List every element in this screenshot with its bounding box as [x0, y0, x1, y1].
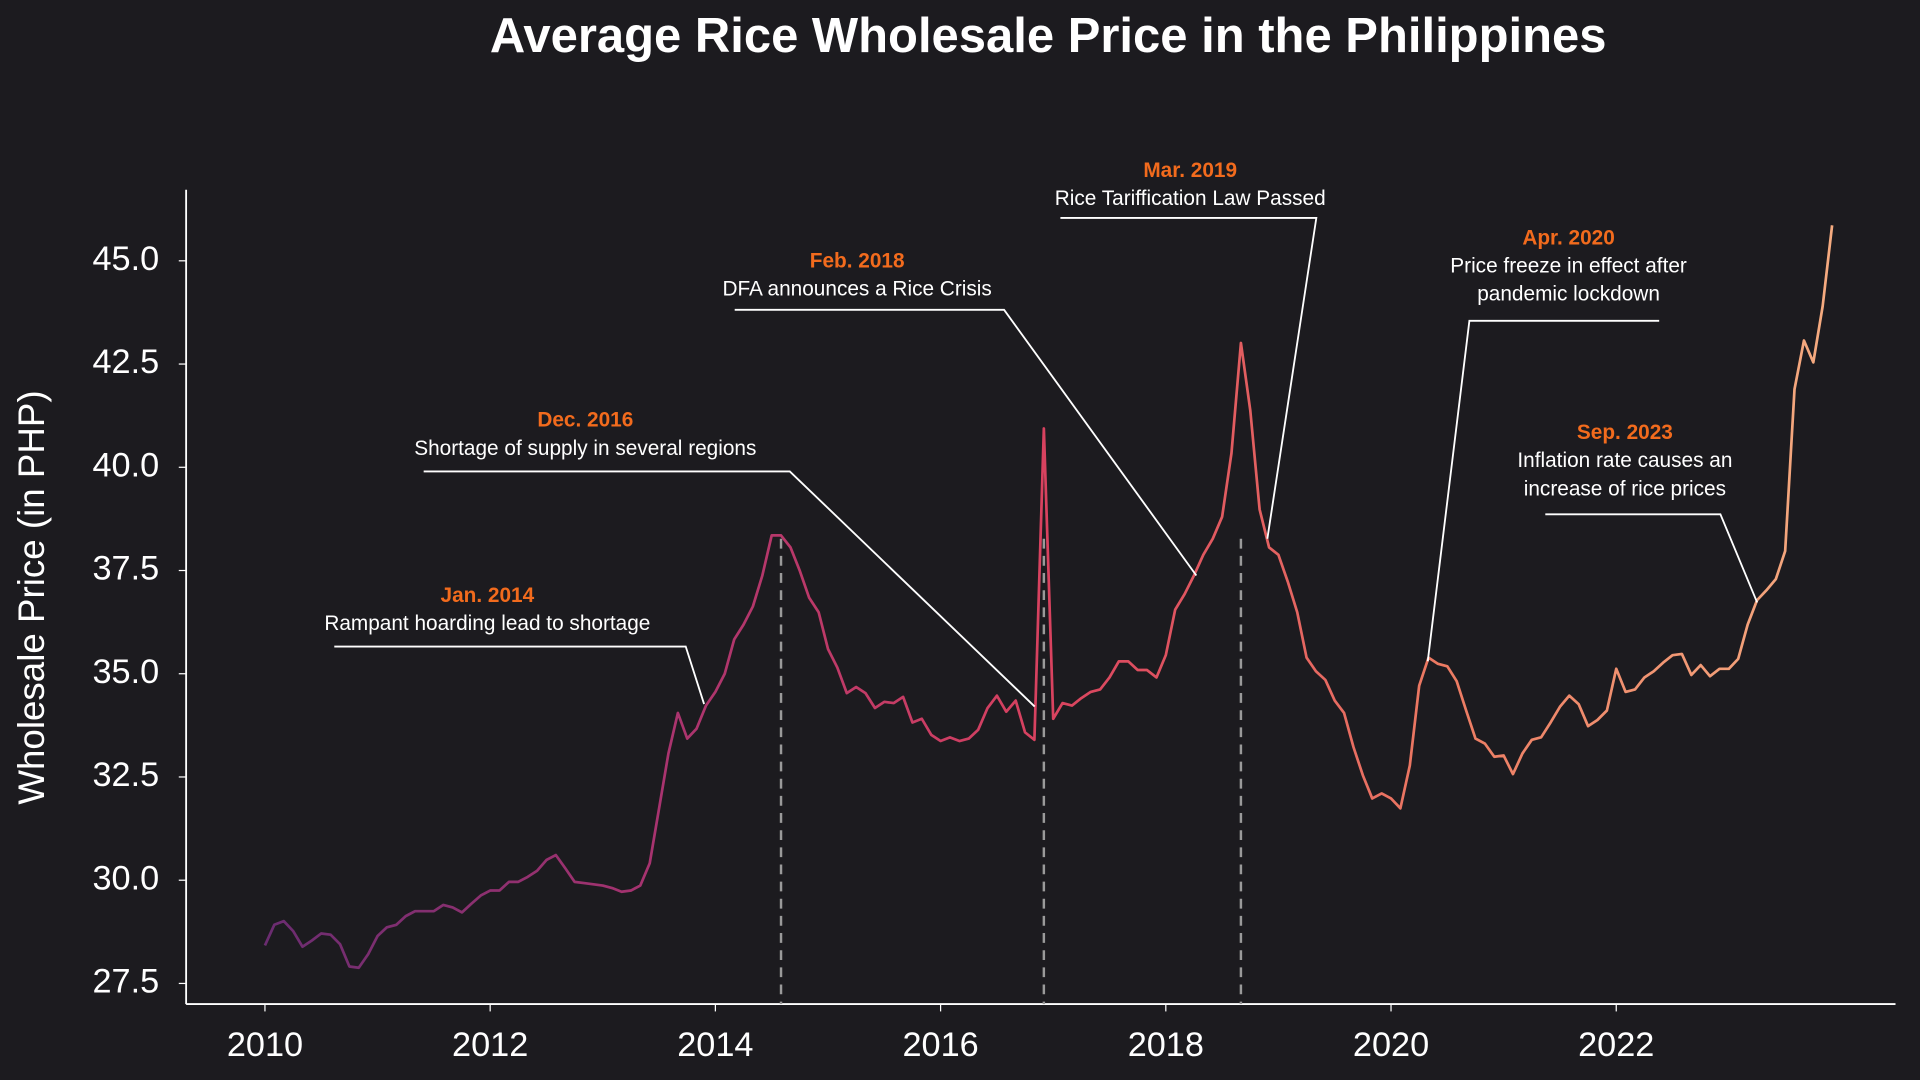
annotation-date: Sep. 2023	[1577, 421, 1673, 444]
annotation-text: DFA announces a Rice Crisis	[722, 278, 991, 301]
y-tick-label: 30.0	[92, 859, 159, 897]
annotation-date: Apr. 2020	[1522, 226, 1614, 249]
annotation-text: Rampant hoarding lead to shortage	[324, 612, 650, 635]
annotation-text: pandemic lockdown	[1477, 283, 1660, 306]
y-tick-label: 27.5	[92, 962, 159, 1000]
y-tick-label: 35.0	[92, 653, 159, 691]
annotation-text: Price freeze in effect after	[1450, 254, 1687, 277]
annotation-text: increase of rice prices	[1524, 477, 1726, 500]
price-line	[263, 225, 1834, 970]
y-tick-label: 40.0	[92, 446, 159, 484]
x-tick-label: 2016	[902, 1026, 978, 1064]
y-tick-label: 37.5	[92, 550, 159, 588]
annotation-date: Feb. 2018	[810, 250, 905, 273]
annotation-leader	[423, 470, 1036, 708]
annotation-text: Inflation rate causes an	[1517, 449, 1732, 472]
y-tick-label: 45.0	[92, 240, 159, 278]
annotation-date: Dec. 2016	[537, 409, 633, 432]
annotation-date: Jan. 2014	[441, 584, 535, 607]
chart-title: Average Rice Wholesale Price in the Phil…	[490, 9, 1607, 63]
annotation-leader	[734, 308, 1198, 577]
annotation-date: Mar. 2019	[1143, 159, 1237, 182]
x-tick-label: 2014	[677, 1026, 753, 1064]
y-tick-label: 42.5	[92, 343, 159, 381]
annotation-leader	[1426, 319, 1660, 662]
annotation-leader	[1060, 217, 1318, 539]
y-axis-label: Wholesale Price (in PHP)	[11, 390, 52, 804]
annotation-text: Shortage of supply in several regions	[414, 437, 756, 460]
y-tick-label: 32.5	[92, 756, 159, 794]
x-tick-label: 2022	[1578, 1026, 1654, 1064]
annotation-text: Rice Tariffication Law Passed	[1055, 187, 1326, 210]
x-tick-label: 2018	[1128, 1026, 1204, 1064]
annotation-leader	[334, 645, 705, 705]
annotation-leader	[1545, 513, 1758, 603]
x-tick-label: 2010	[227, 1026, 303, 1064]
x-tick-label: 2012	[452, 1026, 528, 1064]
x-tick-label: 2020	[1353, 1026, 1429, 1064]
